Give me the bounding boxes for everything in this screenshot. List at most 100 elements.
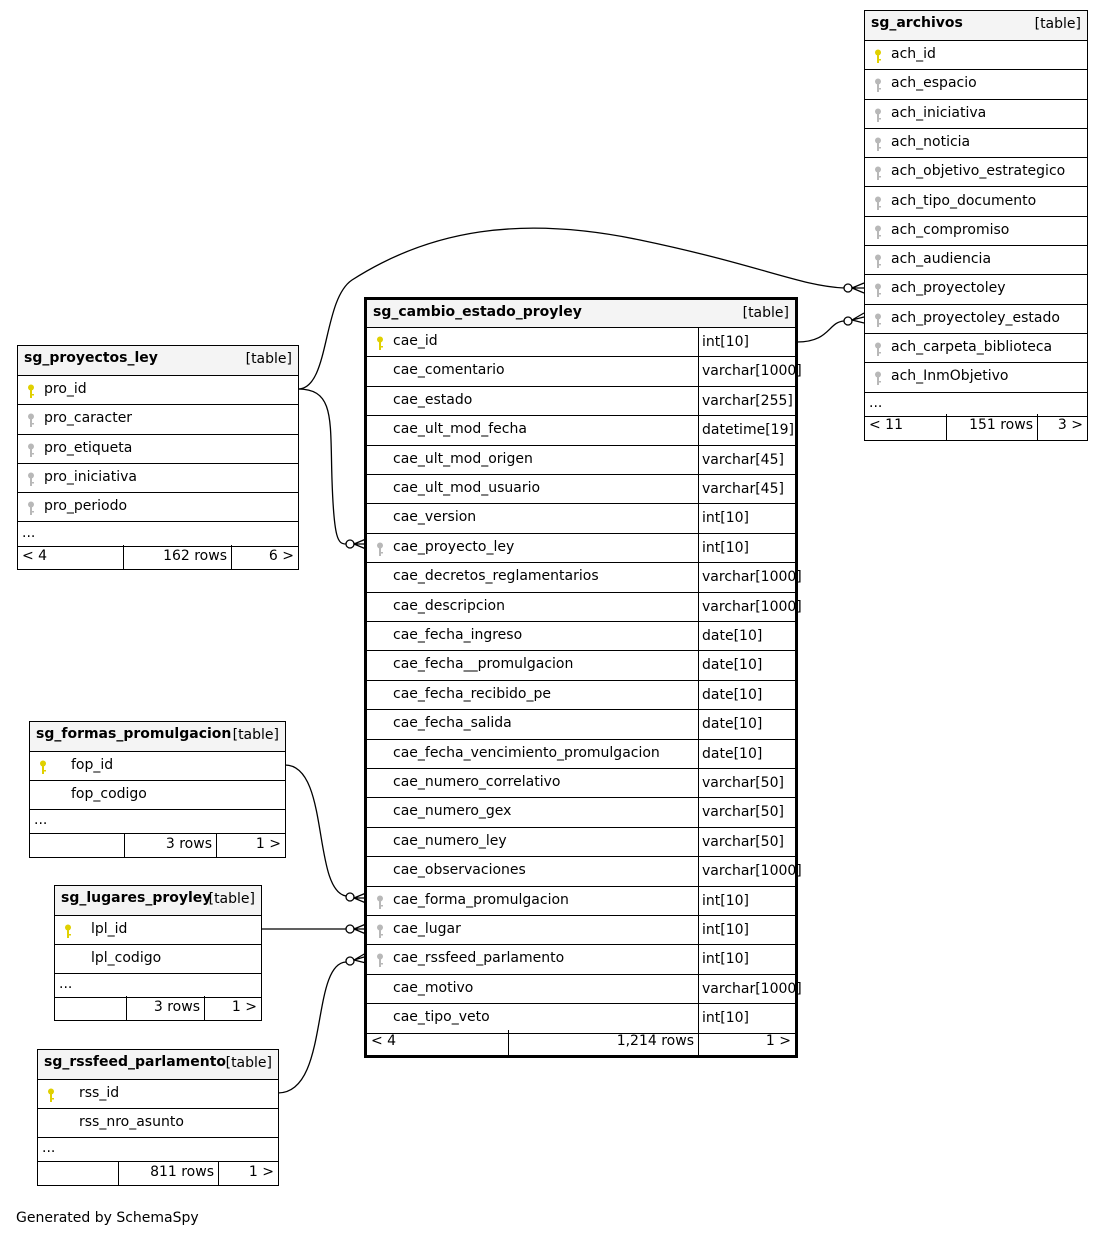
- column-row[interactable]: ach_objetivo_estrategico: [865, 158, 1087, 188]
- column-row[interactable]: cae_numero_correlativo varchar[50]: [367, 769, 795, 799]
- column-type: varchar[50]: [698, 827, 784, 857]
- column-row[interactable]: cae_numero_gex varchar[50]: [367, 798, 795, 828]
- table-type: [table]: [245, 351, 292, 367]
- column-row[interactable]: rss_id: [38, 1080, 278, 1109]
- column-row[interactable]: pro_etiqueta: [18, 435, 298, 464]
- column-row[interactable]: cae_ult_mod_usuario varchar[45]: [367, 475, 795, 505]
- column-row[interactable]: cae_decretos_reglamentarios varchar[1000]: [367, 563, 802, 593]
- table-header: sg_archivos [table]: [865, 11, 1087, 41]
- column-row[interactable]: cae_id int[10]: [367, 328, 795, 358]
- column-row[interactable]: ach_proyectoley: [865, 275, 1087, 305]
- column-row[interactable]: cae_lugar int[10]: [367, 916, 795, 946]
- table-sg-cambio-estado-proyley[interactable]: sg_cambio_estado_proyley [table] cae_id int…: [364, 297, 802, 1058]
- column-name: pro_iniciativa: [44, 468, 137, 485]
- parents-count[interactable]: < 4: [22, 548, 48, 564]
- column-row[interactable]: ach_proyectoley_estado: [865, 305, 1087, 334]
- column-row[interactable]: lpl_id: [55, 916, 261, 945]
- children-count[interactable]: 6 >: [231, 545, 298, 569]
- column-name: cae_fecha_salida: [393, 715, 512, 732]
- column-row[interactable]: ach_compromiso: [865, 217, 1087, 247]
- column-row[interactable]: ach_noticia: [865, 129, 1087, 159]
- column-row[interactable]: ach_tipo_documento: [865, 188, 1087, 217]
- children-count[interactable]: 1 >: [204, 996, 261, 1020]
- column-type: int[10]: [698, 945, 749, 974]
- column-row[interactable]: cae_tipo_veto int[10]: [367, 1004, 795, 1034]
- column-name: cae_decretos_reglamentarios: [393, 568, 599, 585]
- table-sg-proyectos-ley[interactable]: sg_proyectos_ley [table] pro_id pro_caracte…: [17, 345, 299, 570]
- column-name: pro_caracter: [44, 410, 133, 427]
- table-sg-lugares-proyley[interactable]: sg_lugares_proyley [table] lpl_id lpl_codig…: [54, 885, 262, 1021]
- parents-count[interactable]: < 4: [371, 1033, 397, 1049]
- column-row[interactable]: cae_fecha_recibido_pe date[10]: [367, 680, 795, 711]
- more-columns-row: ...: [38, 1138, 278, 1162]
- column-name: cae_proyecto_ley: [393, 538, 515, 555]
- column-name: ach_espacio: [891, 75, 977, 92]
- column-row[interactable]: cae_comentario varchar[1000]: [367, 357, 802, 387]
- column-row[interactable]: cae_observaciones varchar[1000]: [367, 857, 802, 887]
- column-name: cae_estado: [393, 391, 473, 408]
- foreign-key-icon: [28, 443, 34, 457]
- column-row[interactable]: cae_descripcion varchar[1000]: [367, 592, 802, 622]
- table-name: sg_archivos: [871, 15, 963, 31]
- column-name: cae_forma_promulgacion: [393, 891, 569, 908]
- children-count[interactable]: 1 >: [698, 1030, 795, 1055]
- column-row[interactable]: pro_periodo: [18, 493, 298, 523]
- column-row[interactable]: cae_forma_promulgacion int[10]: [367, 886, 795, 916]
- column-row[interactable]: cae_fecha_salida date[10]: [367, 710, 795, 740]
- column-row[interactable]: rss_nro_asunto: [38, 1109, 278, 1138]
- column-name: cae_comentario: [393, 362, 505, 379]
- column-row[interactable]: cae_fecha_vencimiento_promulgacion date[1…: [367, 739, 795, 769]
- column-name: ach_iniciativa: [891, 104, 987, 121]
- children-count[interactable]: 3 >: [1037, 414, 1087, 440]
- column-name: cae_tipo_veto: [393, 1009, 490, 1026]
- column-name: ach_carpeta_biblioteca: [891, 339, 1053, 355]
- column-row[interactable]: ach_InmObjetivo: [865, 363, 1087, 393]
- column-name: cae_fecha_vencimiento_promulgacion: [393, 744, 660, 761]
- column-name: cae_id: [393, 333, 438, 349]
- foreign-key-icon: [875, 254, 881, 269]
- column-row[interactable]: fop_codigo: [30, 781, 285, 810]
- column-row[interactable]: ach_id: [865, 41, 1087, 71]
- column-row[interactable]: cae_motivo varchar[1000]: [367, 974, 802, 1005]
- column-row[interactable]: cae_ult_mod_fecha datetime[19]: [367, 416, 795, 446]
- column-row[interactable]: cae_version int[10]: [367, 504, 795, 534]
- column-row[interactable]: ach_audiencia: [865, 246, 1087, 276]
- table-header: sg_cambio_estado_proyley [table]: [367, 300, 795, 328]
- column-name: lpl_id: [91, 921, 128, 937]
- column-row[interactable]: ach_iniciativa: [865, 100, 1087, 129]
- foreign-key-icon: [875, 108, 881, 122]
- table-sg-rssfeed-parlamento[interactable]: sg_rssfeed_parlamento [table] rss_id rss_nr…: [37, 1049, 279, 1186]
- column-row[interactable]: cae_fecha_ingreso date[10]: [367, 622, 795, 652]
- parents-count[interactable]: < 11: [869, 417, 903, 433]
- column-row[interactable]: cae_rssfeed_parlamento int[10]: [367, 945, 795, 975]
- column-type: int[10]: [698, 886, 749, 915]
- column-row[interactable]: cae_numero_ley varchar[50]: [367, 827, 795, 858]
- column-row[interactable]: fop_id: [30, 752, 285, 781]
- row-count: 811 rows: [118, 1161, 218, 1185]
- column-name: ach_compromiso: [891, 221, 1010, 238]
- column-row[interactable]: cae_proyecto_ley int[10]: [367, 533, 795, 564]
- column-row[interactable]: ach_carpeta_biblioteca: [865, 334, 1087, 364]
- column-type: int[10]: [698, 1004, 749, 1033]
- column-row[interactable]: cae_ult_mod_origen varchar[45]: [367, 445, 795, 475]
- table-sg-formas-promulgacion[interactable]: sg_formas_promulgacion [table] fop_id fop_c…: [29, 721, 286, 858]
- column-row[interactable]: pro_iniciativa: [18, 464, 298, 494]
- column-name: cae_numero_correlativo: [393, 774, 561, 790]
- column-name: ach_objetivo_estrategico: [891, 163, 1066, 180]
- column-type: int[10]: [698, 328, 749, 357]
- column-row[interactable]: cae_estado varchar[255]: [367, 386, 795, 417]
- column-name: pro_id: [44, 381, 87, 397]
- column-row[interactable]: cae_fecha__promulgacion date[10]: [367, 651, 795, 681]
- foreign-key-icon: [28, 413, 34, 428]
- children-count[interactable]: 1 >: [218, 1161, 278, 1185]
- column-row[interactable]: ach_espacio: [865, 70, 1087, 100]
- foreign-key-icon: [377, 542, 383, 556]
- column-row[interactable]: pro_caracter: [18, 405, 298, 435]
- children-count[interactable]: 1 >: [216, 833, 285, 857]
- column-row[interactable]: lpl_codigo: [55, 945, 261, 974]
- row-count: 162 rows: [123, 545, 231, 569]
- foreign-key-icon: [875, 342, 881, 356]
- column-row[interactable]: pro_id: [18, 376, 298, 406]
- table-sg-archivos[interactable]: sg_archivos [table] ach_id ach_espacio ach_i…: [864, 10, 1088, 441]
